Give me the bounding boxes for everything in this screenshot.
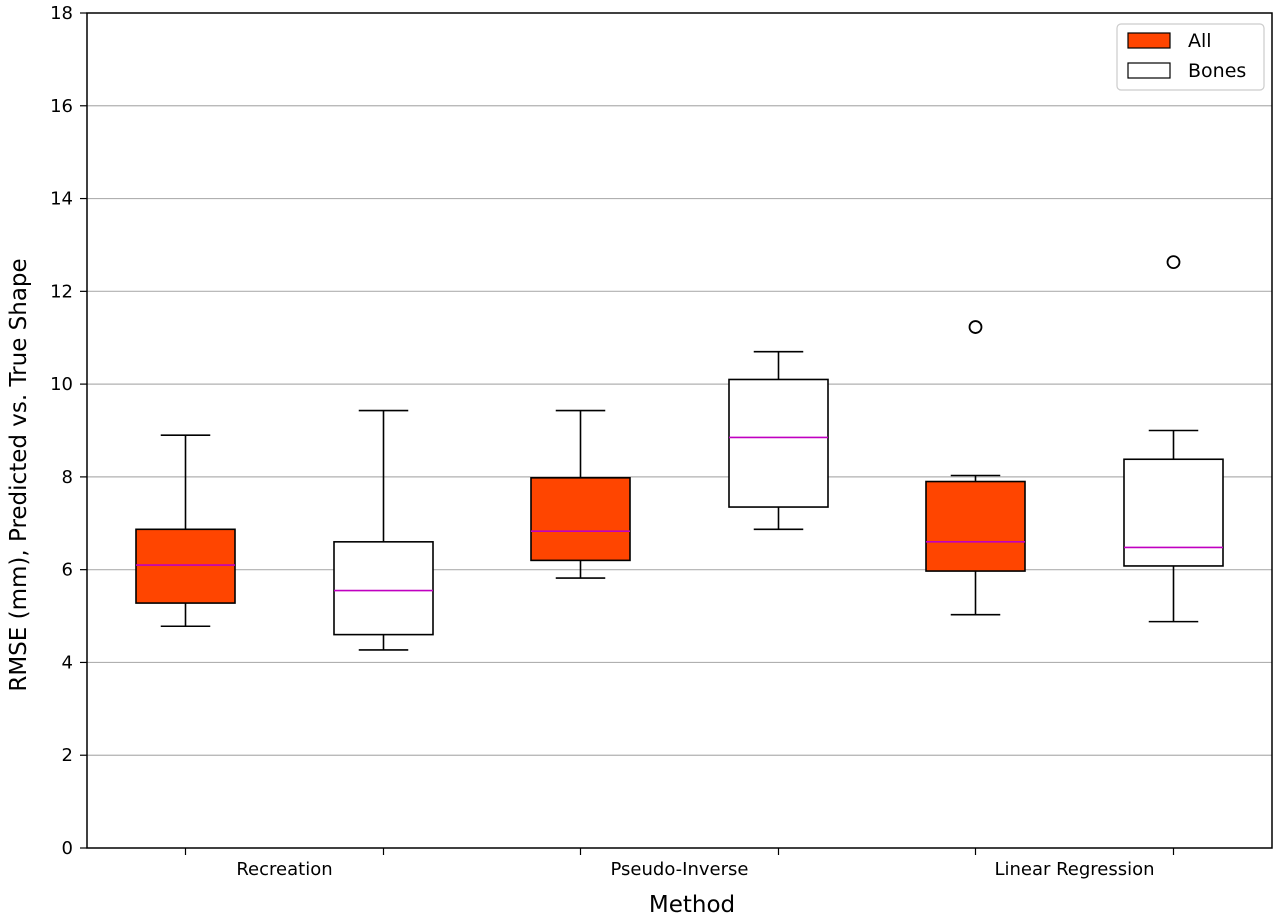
y-tick-label: 18	[50, 3, 73, 24]
iqr-box	[1123, 458, 1224, 567]
y-axis-title: RMSE (mm), Predicted vs. True Shape	[6, 258, 32, 691]
legend-label-all: All	[1188, 30, 1212, 52]
box-bones-2	[1123, 255, 1224, 623]
x-tick-label: Pseudo-Inverse	[611, 859, 749, 880]
y-tick-label: 14	[50, 189, 73, 210]
y-tick-label: 12	[50, 281, 73, 302]
x-tick-label: Recreation	[236, 859, 332, 880]
grid-lines	[87, 105, 1272, 756]
iqr-box	[333, 541, 434, 636]
legend-swatch-all	[1127, 32, 1171, 49]
y-axis: 0 2 4 6 8 10 12 14 16 18	[50, 3, 87, 859]
box-bones-0	[333, 409, 434, 651]
y-tick-label: 10	[50, 374, 73, 395]
iqr-box	[530, 477, 631, 562]
x-tick-label: Linear Regression	[994, 859, 1154, 880]
y-tick-label: 0	[62, 838, 73, 859]
x-axis: Recreation Pseudo-Inverse Linear Regressio…	[184, 848, 1175, 880]
y-tick-label: 2	[62, 745, 73, 766]
legend-label-bones: Bones	[1188, 60, 1246, 82]
legend-swatch-bones	[1127, 62, 1171, 79]
plot-frame	[86, 12, 1273, 849]
box-all-2	[925, 320, 1026, 616]
y-tick-label: 6	[62, 560, 73, 581]
box-bones-1	[728, 350, 829, 531]
x-axis-title: Method	[649, 892, 735, 918]
iqr-box	[728, 378, 829, 508]
legend: All Bones	[1116, 23, 1265, 91]
iqr-box	[135, 528, 236, 604]
box-all-0	[135, 434, 236, 628]
outlier-point	[1166, 255, 1181, 270]
iqr-box	[925, 480, 1026, 572]
outlier-point	[968, 320, 983, 334]
plot-border	[86, 12, 1273, 849]
boxes-layer	[135, 255, 1224, 651]
box-all-1	[530, 409, 631, 579]
y-tick-label: 16	[50, 96, 73, 117]
y-tick-label: 4	[62, 652, 73, 673]
y-tick-label: 8	[62, 467, 73, 488]
